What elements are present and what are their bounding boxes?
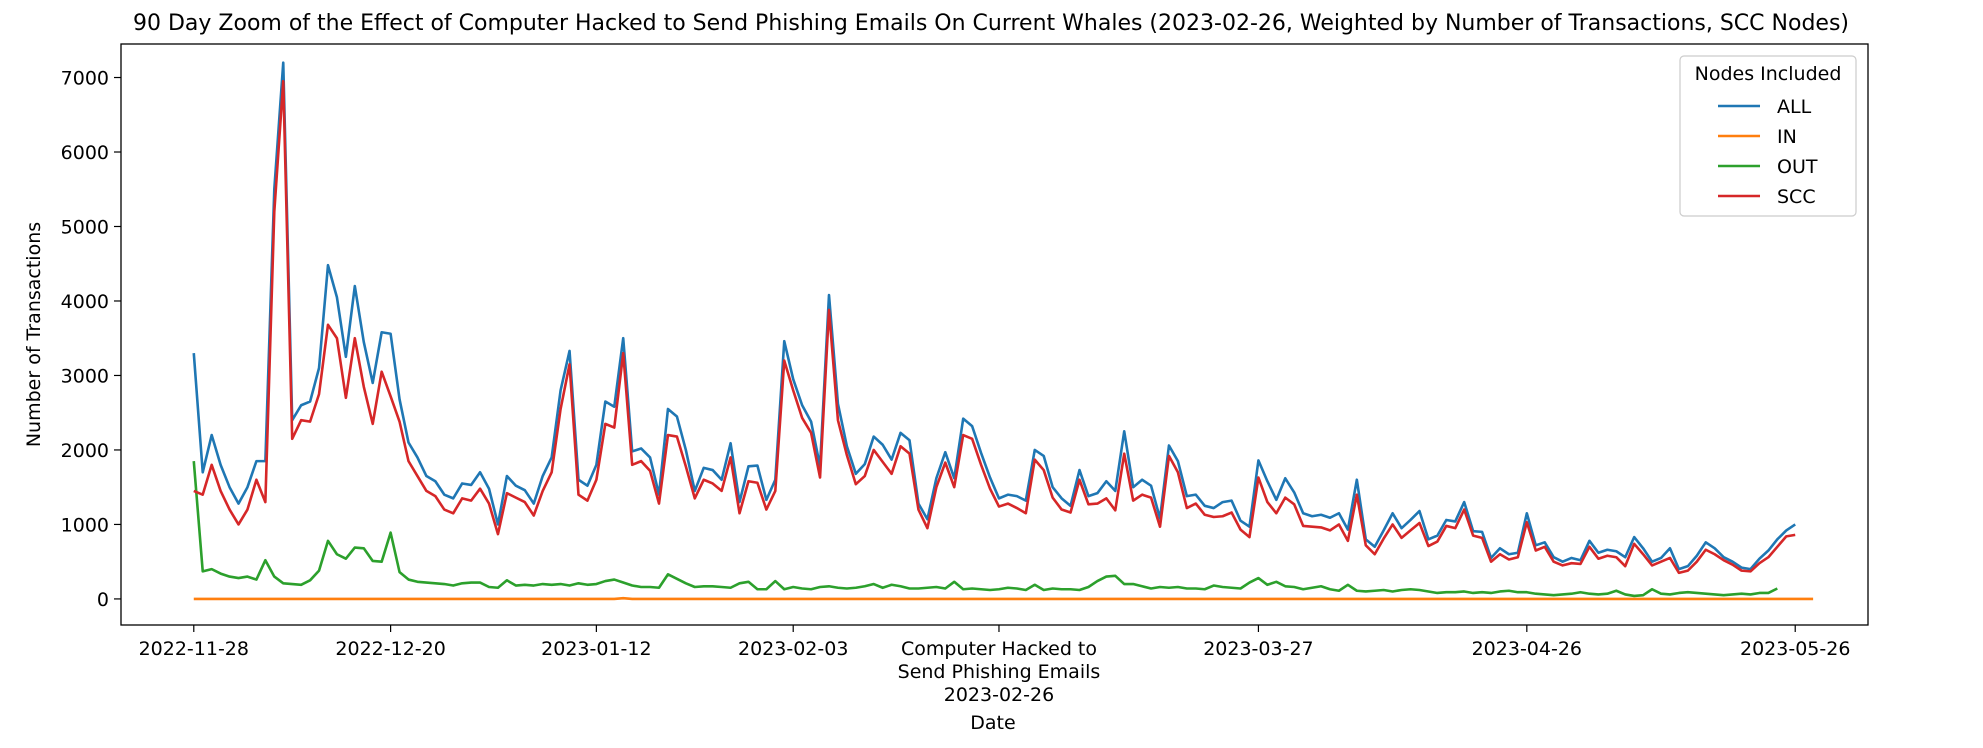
y-tick-label: 3000 — [61, 365, 109, 387]
event-label-line: Computer Hacked to — [901, 638, 1097, 660]
legend-items: ALL IN OUT SCC — [1718, 96, 1818, 208]
x-axis-ticks: 2022-11-28 2022-12-20 2023-01-12 2023-02-03… — [139, 625, 1850, 660]
x-tick-label: 2022-11-28 — [139, 638, 249, 660]
series-line-in — [193, 596, 1814, 601]
series-lines — [192, 61, 1814, 601]
y-tick-label: 2000 — [61, 440, 109, 462]
y-tick-label: 7000 — [61, 68, 109, 90]
plot-frame — [120, 43, 1869, 626]
x-tick-label: 2023-04-26 — [1472, 638, 1582, 660]
legend-label-out: OUT — [1777, 156, 1818, 178]
y-axis-ticks: 0 1000 2000 3000 4000 5000 6000 7000 — [61, 68, 121, 611]
x-tick-label: 2023-01-12 — [541, 638, 651, 660]
x-tick-label: 2022-12-20 — [335, 638, 445, 660]
x-tick-label: 2023-05-26 — [1740, 638, 1850, 660]
x-tick-label: 2023-02-03 — [738, 638, 848, 660]
legend-label-all: ALL — [1777, 96, 1812, 118]
legend-box — [1679, 55, 1857, 217]
x-tick-label: 2023-03-27 — [1203, 638, 1313, 660]
legend-title: Nodes Included — [1695, 63, 1842, 85]
y-tick-label: 0 — [97, 589, 109, 611]
event-label-line: Send Phishing Emails — [898, 661, 1101, 683]
series-line-all — [192, 61, 1796, 571]
series-line-out — [192, 461, 1778, 598]
legend: Nodes Included ALL IN OUT SCC — [1679, 55, 1857, 217]
y-axis-title: Number of Transactions — [23, 222, 45, 447]
series-line-scc — [193, 79, 1796, 575]
x-axis-title: Date — [970, 712, 1015, 734]
y-tick-label: 4000 — [61, 291, 109, 313]
y-tick-label: 6000 — [61, 142, 109, 164]
y-tick-label: 5000 — [61, 216, 109, 238]
chart-title: 90 Day Zoom of the Effect of Computer Ha… — [133, 11, 1849, 36]
event-label-line: 2023-02-26 — [944, 684, 1054, 706]
legend-label-scc: SCC — [1777, 186, 1816, 208]
y-tick-label: 1000 — [61, 514, 109, 536]
legend-label-in: IN — [1777, 126, 1797, 148]
